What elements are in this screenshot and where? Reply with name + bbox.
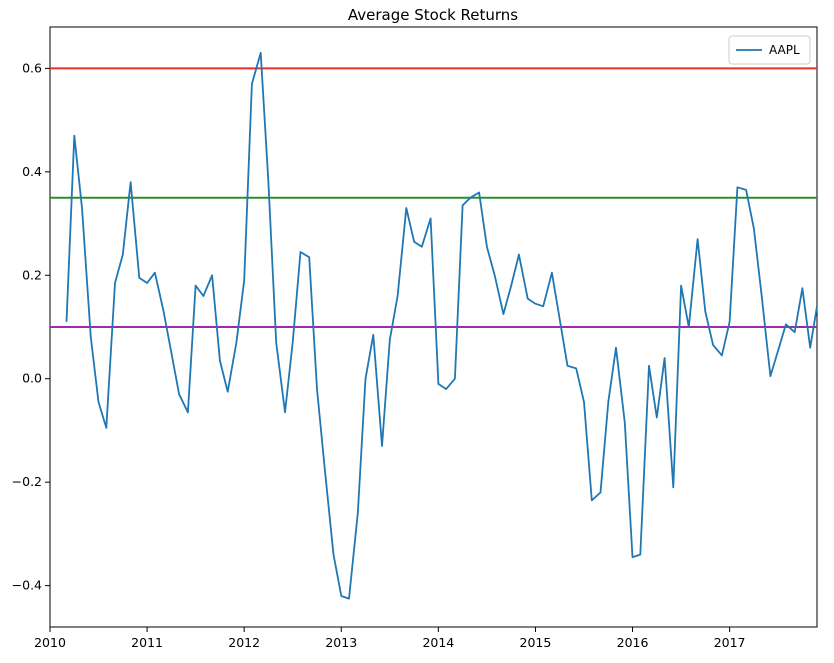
y-tick-label: 0.0: [22, 371, 42, 386]
series-layer: [65, 52, 818, 600]
series-line-aapl: [65, 52, 818, 600]
y-tick-label: 0.4: [22, 164, 42, 179]
x-tick-label: 2012: [228, 635, 260, 650]
legend-label-aapl: AAPL: [769, 43, 800, 57]
x-tick-label: 2016: [617, 635, 649, 650]
y-tick-label: −0.2: [12, 474, 42, 489]
y-tick-label: 0.2: [22, 267, 42, 282]
y-axis: 0.6 0.4 0.2 0.0 −0.2 −0.4: [12, 60, 50, 593]
x-axis: 2010 2011 2012 2013 2014 2015 2016 2017: [34, 627, 746, 650]
x-tick-label: 2014: [422, 635, 454, 650]
x-tick-label: 2017: [714, 635, 746, 650]
legend-box: [728, 35, 811, 65]
x-tick-label: 2011: [131, 635, 163, 650]
y-tick-label: −0.4: [12, 578, 42, 593]
x-tick-label: 2010: [34, 635, 66, 650]
x-tick-label: 2015: [520, 635, 552, 650]
chart-title: Average Stock Returns: [348, 6, 518, 24]
y-tick-label: 0.6: [22, 60, 42, 75]
x-tick-label: 2013: [325, 635, 357, 650]
legend: AAPL: [728, 35, 811, 65]
